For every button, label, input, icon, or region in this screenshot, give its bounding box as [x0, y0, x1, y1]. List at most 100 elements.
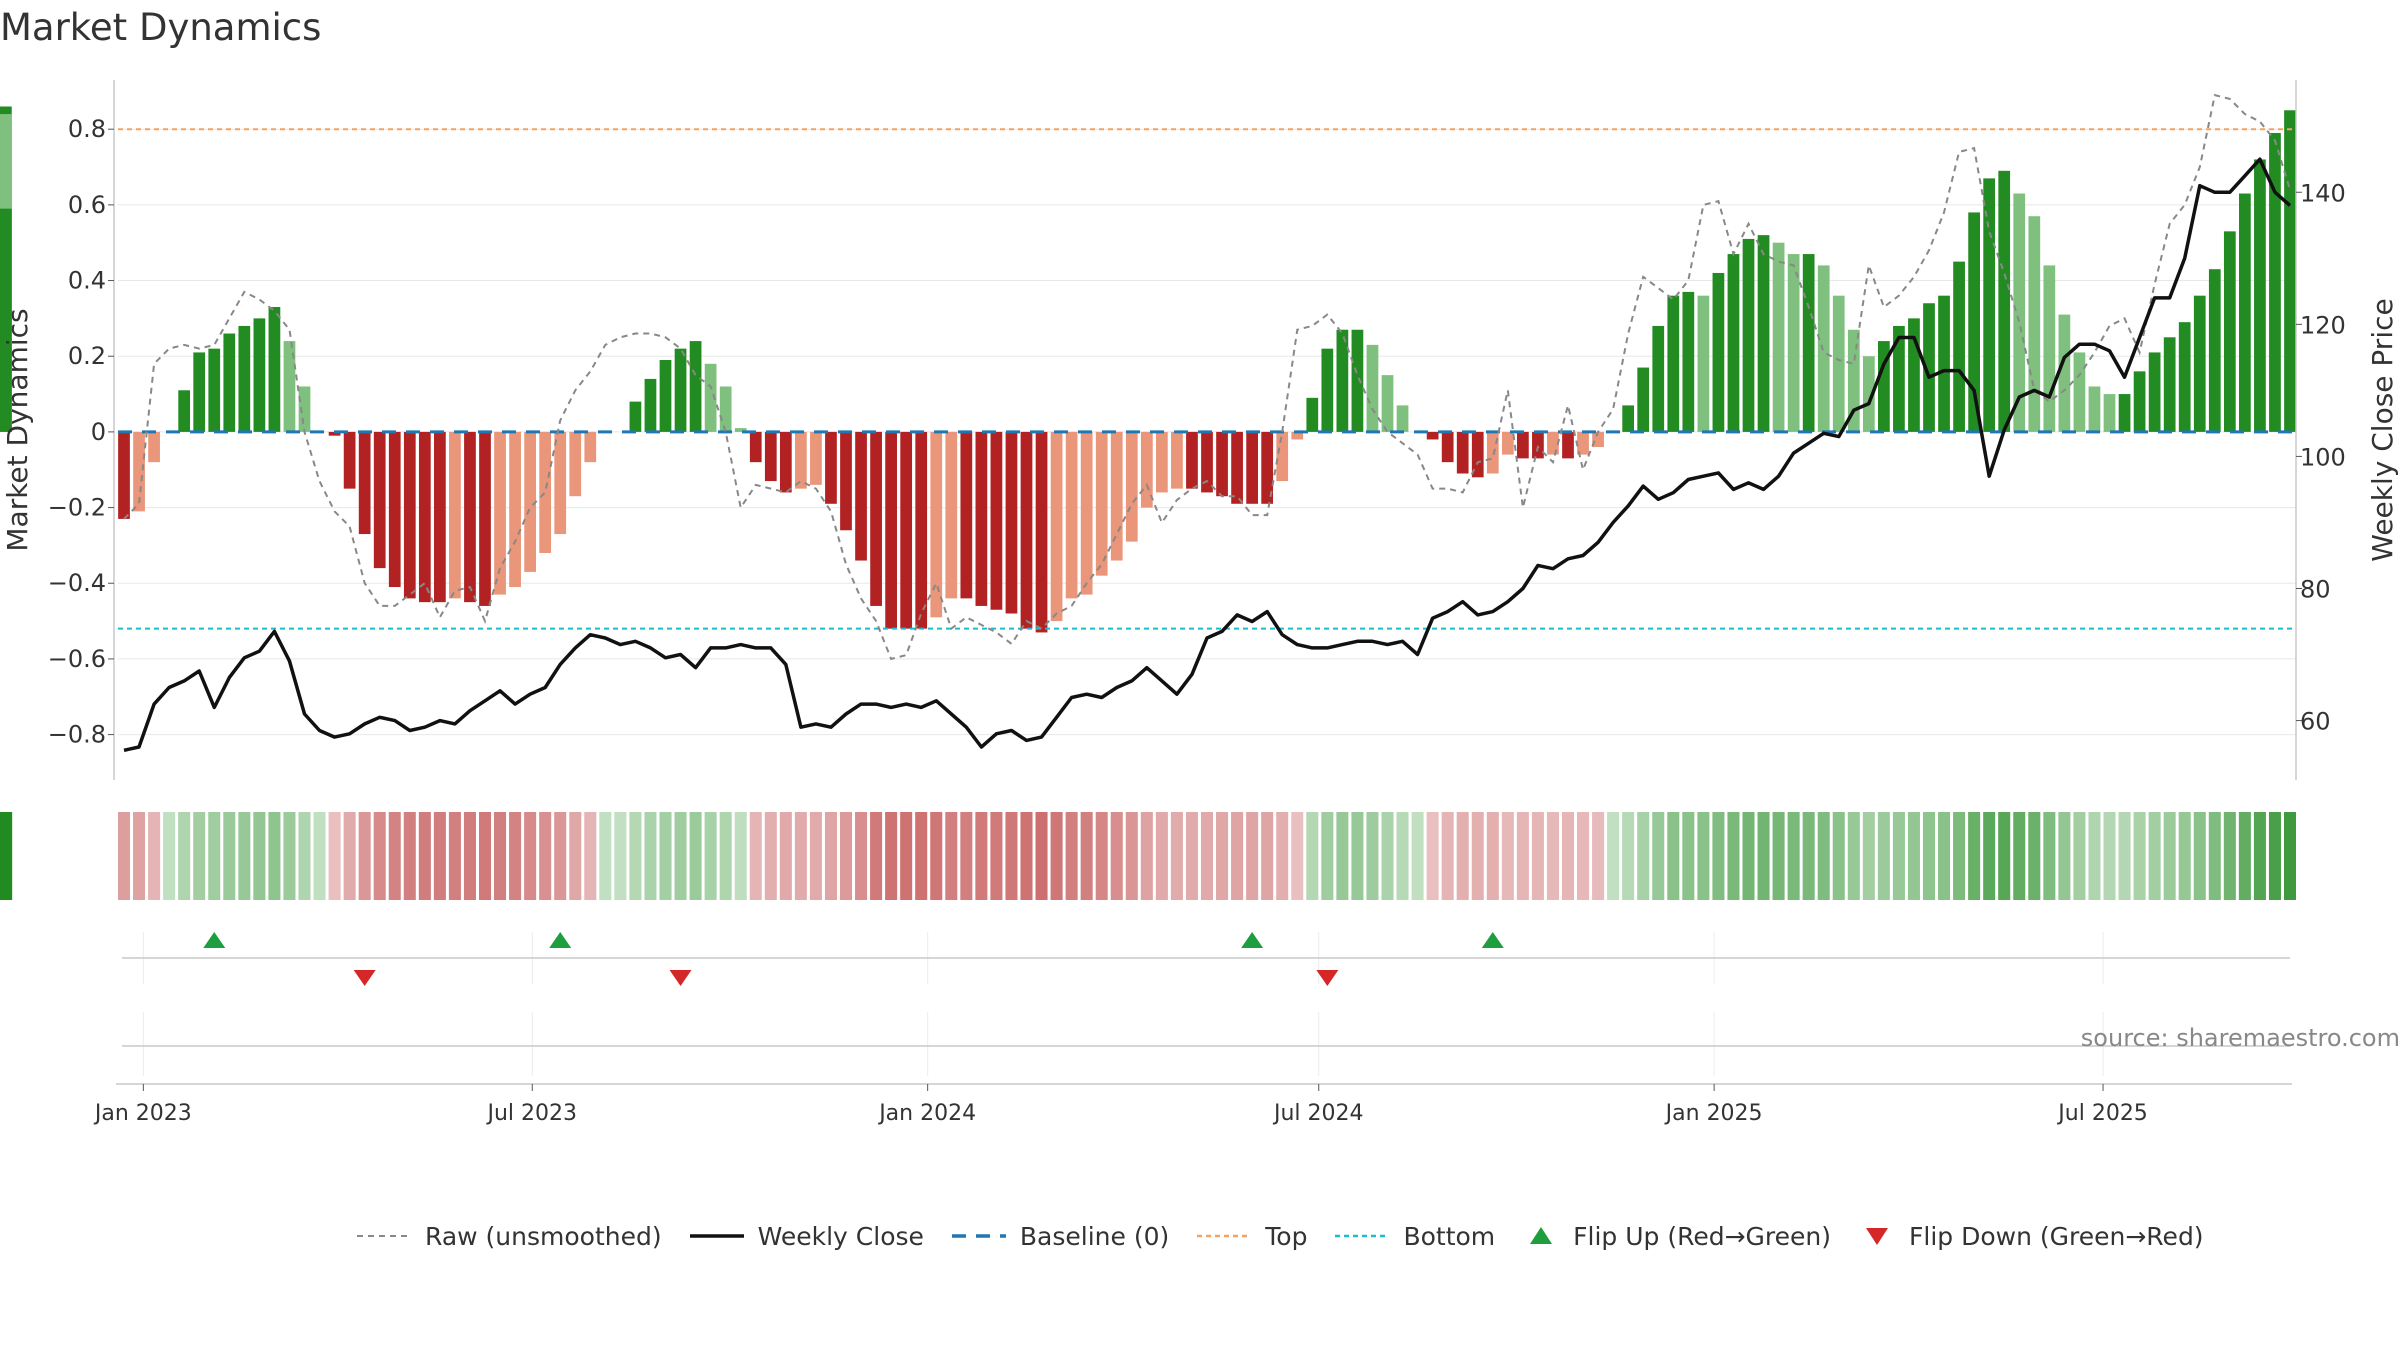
heat-cell — [2103, 812, 2116, 900]
bar — [1727, 254, 1740, 432]
heat-cell — [659, 812, 672, 900]
bar — [1517, 431, 1529, 459]
heat-cell — [1291, 812, 1304, 900]
heat-cell — [839, 812, 853, 900]
heat-cell — [373, 812, 386, 900]
heat-cell — [1185, 812, 1198, 900]
heat-cell — [2178, 812, 2191, 900]
heat-cell — [719, 812, 732, 900]
bar — [343, 431, 356, 489]
bar — [840, 431, 852, 531]
bar — [1938, 295, 1950, 432]
left-tick-label: 0.4 — [68, 267, 106, 295]
heat-cell — [2058, 812, 2071, 900]
right-tick-label: 140 — [2300, 179, 2346, 207]
heat-cell — [193, 812, 206, 900]
flip-down-marker — [669, 970, 692, 986]
bar — [1216, 431, 1228, 497]
bar — [554, 431, 567, 535]
heat-cell — [569, 812, 582, 900]
heat-cell — [870, 812, 883, 900]
heat-cell — [809, 812, 822, 900]
heat-cell — [0, 812, 13, 900]
bar — [1878, 341, 1890, 432]
heat-cell — [1607, 812, 1620, 900]
heat-cell — [689, 812, 702, 900]
bar — [1396, 405, 1409, 432]
bar — [1426, 431, 1439, 440]
legend-item-flip-down: Flip Down (Green→Red) — [1857, 1222, 2204, 1251]
right-axis-title: Weekly Close Price — [2366, 298, 2399, 561]
legend-swatch-bottom — [1335, 1234, 1390, 1238]
heat-cell — [794, 812, 807, 900]
bar — [825, 431, 837, 504]
bar — [1893, 325, 1905, 432]
heat-cell — [1095, 812, 1108, 900]
bar — [434, 431, 446, 603]
heat-cell — [1742, 812, 1755, 900]
heat-cell — [1787, 812, 1800, 900]
heat-cell — [1712, 812, 1725, 900]
legend-swatch-baseline — [951, 1234, 1006, 1238]
heat-cell — [1351, 812, 1364, 900]
bar — [2133, 371, 2146, 432]
bar — [193, 352, 206, 432]
heat-cell — [433, 812, 446, 900]
heat-cell — [599, 812, 612, 900]
heat-cell — [1170, 812, 1183, 900]
bar — [2073, 352, 2086, 432]
heat-cell — [223, 812, 236, 900]
bar — [719, 386, 732, 432]
legend-item-raw: Raw (unsmoothed) — [355, 1222, 662, 1251]
heat-cell — [764, 812, 777, 900]
heat-cell — [1396, 812, 1409, 900]
bar — [464, 431, 476, 603]
heat-cell — [1336, 812, 1349, 900]
bar — [2223, 231, 2236, 432]
heat-cell — [1080, 812, 1093, 900]
heat-cell — [343, 812, 356, 900]
heat-cell — [2193, 812, 2206, 900]
bar — [298, 386, 311, 432]
legend: Raw (unsmoothed) Weekly Close Baseline (… — [355, 1216, 2230, 1256]
bar — [1802, 254, 1815, 432]
bar — [1441, 431, 1454, 463]
heat-cell — [1622, 812, 1635, 900]
bar — [2208, 269, 2221, 432]
bar — [975, 431, 988, 606]
bar — [2254, 159, 2266, 432]
bar — [328, 431, 341, 436]
bar — [629, 401, 642, 432]
bar — [418, 431, 431, 603]
bar — [1080, 431, 1093, 595]
heat-cell — [1531, 812, 1544, 900]
heat-cell — [283, 812, 296, 900]
bar — [1020, 431, 1033, 629]
bar — [1968, 212, 1980, 432]
bar — [915, 431, 928, 629]
heat-cell — [975, 812, 988, 900]
bar — [2239, 193, 2251, 432]
heat-cell — [1306, 812, 1319, 900]
legend-swatch-raw — [357, 1235, 411, 1237]
heat-cell — [2133, 812, 2146, 900]
left-tick-label: −0.4 — [48, 569, 106, 597]
bar — [1592, 431, 1604, 448]
legend-item-top: Top — [1195, 1222, 1307, 1251]
heat-cell — [238, 812, 251, 900]
heat-cell — [1216, 812, 1229, 900]
bar — [1862, 356, 1875, 432]
heat-cell — [1246, 812, 1259, 900]
raw-line-layer — [123, 93, 2291, 661]
heat-cell — [960, 812, 973, 900]
bar — [1231, 431, 1243, 504]
bar — [1682, 291, 1695, 432]
bar — [1953, 261, 1965, 432]
heat-cell — [1261, 812, 1274, 900]
axes-layer: −0.8 −0.6 −0.4 −0.2 0 0.2 0.4 0.6 0.8 60 80 100 120 1… — [1, 80, 2399, 1126]
bar — [1667, 295, 1680, 432]
bar — [1637, 367, 1650, 432]
bar — [1697, 295, 1710, 432]
heat-cell — [1592, 812, 1605, 900]
legend-item-flip-up: Flip Up (Red→Green) — [1521, 1222, 1831, 1251]
